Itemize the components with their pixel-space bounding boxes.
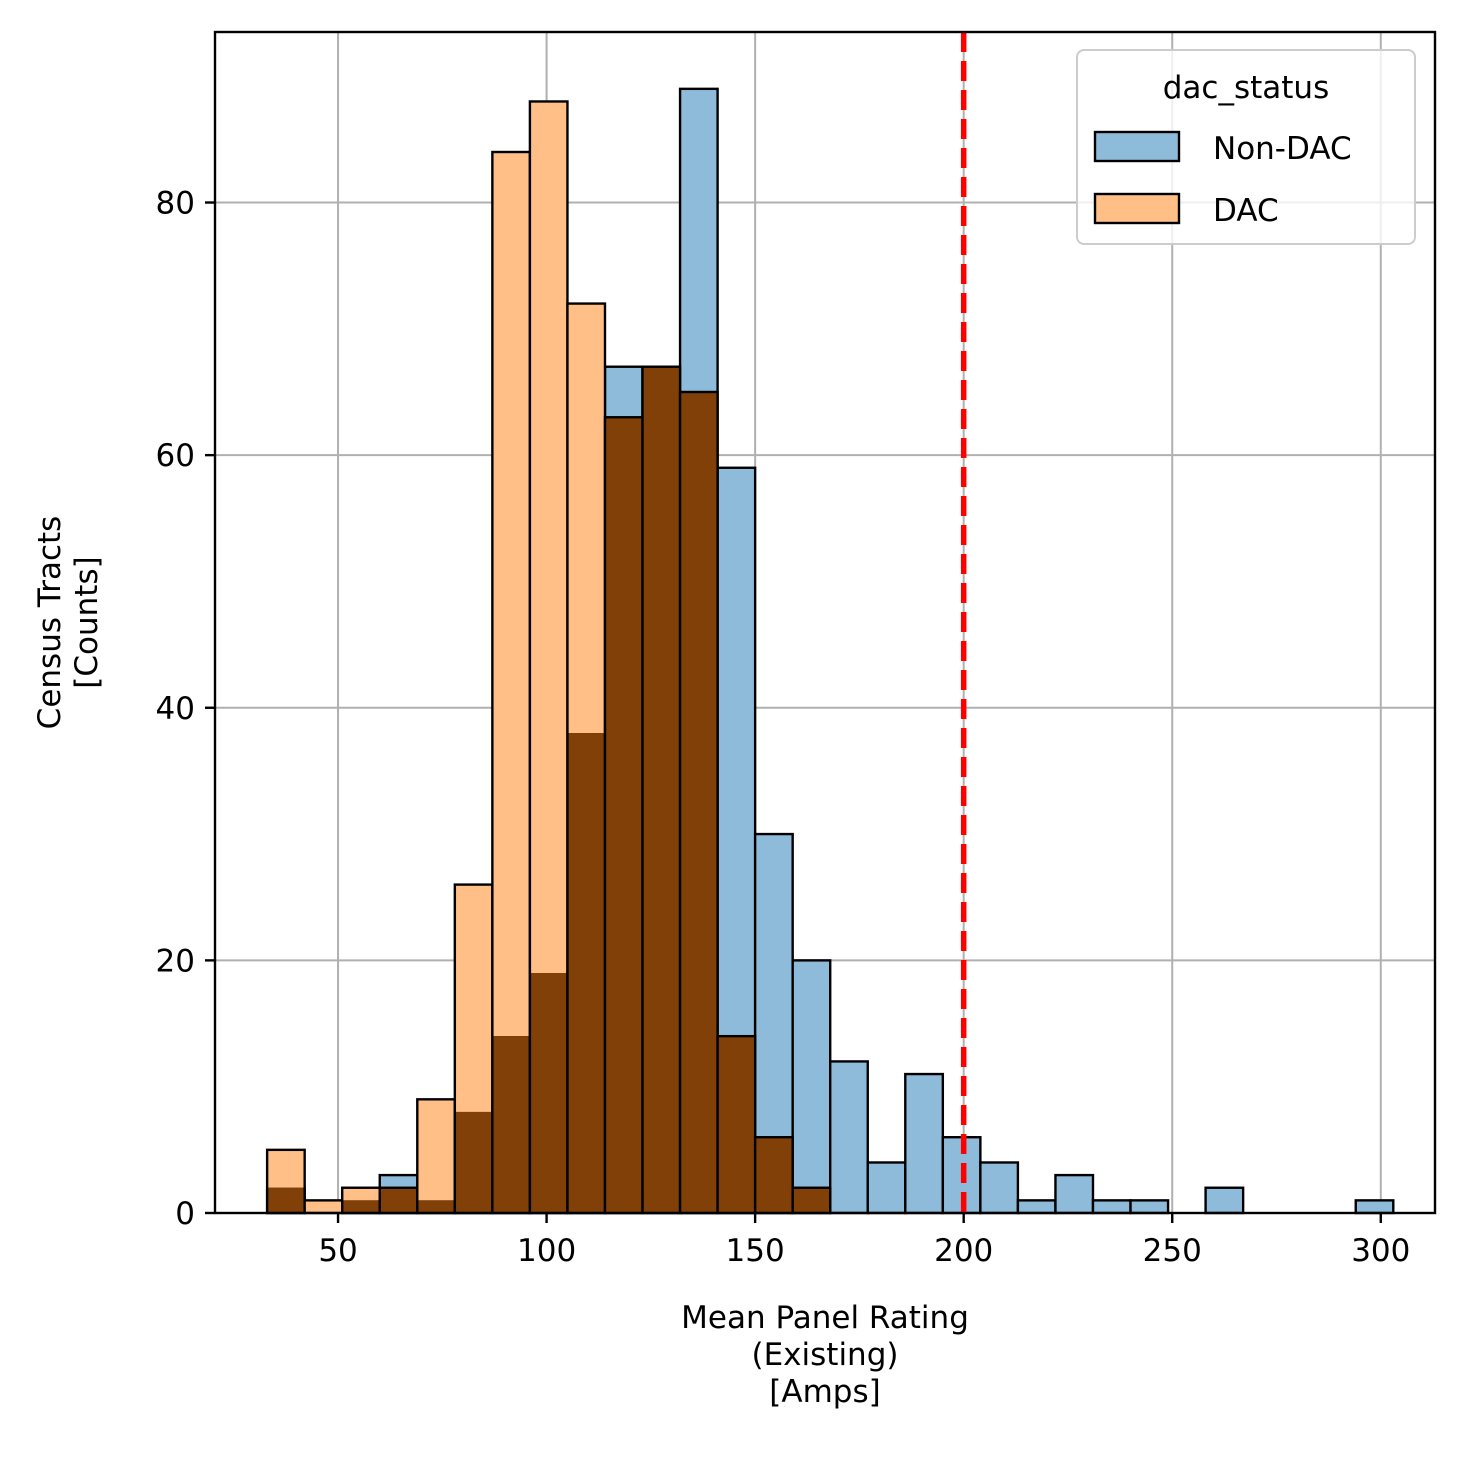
bar-dac-exposed <box>454 884 493 1112</box>
x-tick-label: 200 <box>934 1233 993 1269</box>
bar-dac-exposed <box>417 1099 455 1201</box>
legend-entry-label: Non-DAC <box>1213 131 1352 167</box>
bar-overlap <box>792 1187 831 1213</box>
bar-dac-exposed <box>267 1149 305 1188</box>
bar-non-dac <box>829 1060 869 1215</box>
bar-overlap <box>567 733 605 1213</box>
bar-overlap <box>379 1187 418 1213</box>
x-tick-label: 100 <box>517 1233 576 1269</box>
bar-overlap <box>417 1200 455 1213</box>
x-tick-label: 250 <box>1143 1233 1202 1269</box>
bar-dac-exposed <box>529 101 568 974</box>
bar-overlap <box>342 1200 380 1213</box>
bar-non-dac <box>866 1161 907 1215</box>
x-tick-label: 300 <box>1351 1233 1410 1269</box>
y-tick-label: 0 <box>175 1196 195 1232</box>
bar-non-dac <box>1204 1186 1245 1215</box>
y-axis-label-line: Census Tracts <box>32 516 68 730</box>
bar-overlap <box>642 366 681 1213</box>
bar-dac-exposed <box>342 1187 380 1201</box>
bar-overlap <box>755 1137 793 1213</box>
y-axis-label: Census Tracts[Counts] <box>32 516 105 730</box>
bar-overlap <box>680 391 718 1213</box>
y-tick-label: 20 <box>156 943 195 979</box>
bar-non-dac <box>791 959 832 1215</box>
x-axis-label-line: (Existing) <box>752 1337 899 1373</box>
x-axis-label-line: [Amps] <box>769 1374 880 1410</box>
x-tick-label: 50 <box>318 1233 357 1269</box>
x-axis-label: Mean Panel Rating (Existing) [Amps] <box>681 1300 969 1410</box>
bar-non-dac <box>904 1072 945 1215</box>
bar-overlap <box>529 973 568 1213</box>
histogram-bars <box>265 87 1395 1215</box>
bar-dac-exposed <box>304 1200 343 1213</box>
bar-overlap <box>717 1036 756 1213</box>
bar-overlap <box>454 1111 493 1213</box>
legend-swatch <box>1093 130 1181 163</box>
legend-entry-label: DAC <box>1213 193 1279 229</box>
legend-swatch <box>1093 192 1181 225</box>
bar-non-dac <box>1016 1199 1057 1215</box>
bar-dac-exposed <box>492 151 530 1037</box>
bar-non-dac <box>979 1161 1020 1215</box>
y-tick-label: 80 <box>156 186 195 222</box>
bar-overlap <box>267 1187 305 1213</box>
x-axis-label-line: Mean Panel Rating <box>681 1300 969 1336</box>
x-tick-label: 150 <box>726 1233 785 1269</box>
bar-non-dac <box>1354 1199 1395 1215</box>
legend-title: dac_status <box>1163 70 1329 106</box>
y-tick-label: 60 <box>156 438 195 474</box>
bar-overlap <box>604 417 643 1214</box>
bar-non-dac <box>1091 1199 1132 1215</box>
bar-overlap <box>492 1036 530 1213</box>
bar-dac-exposed <box>567 303 605 734</box>
legend: dac_status Non-DAC DAC <box>1076 49 1416 245</box>
y-tick-label: 40 <box>156 691 195 727</box>
axes: 50 100 150 200 250 300 0 20 40 60 80 Mean Panel Rat… <box>32 30 1437 1410</box>
bar-non-dac <box>1054 1173 1095 1215</box>
plot-frame <box>213 30 1437 1215</box>
bar-non-dac <box>1129 1199 1170 1215</box>
y-axis-label-line: [Counts] <box>69 556 105 688</box>
